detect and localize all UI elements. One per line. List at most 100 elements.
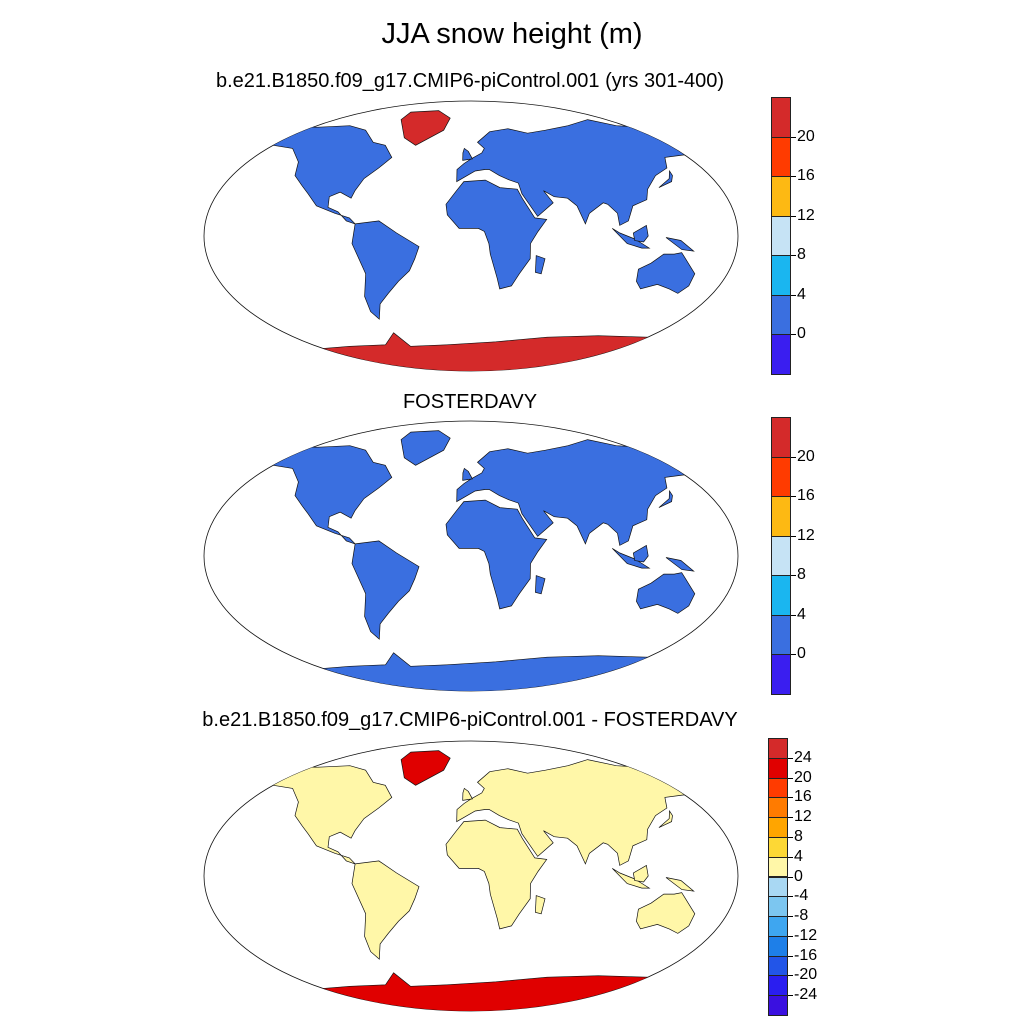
land-africa	[445, 499, 548, 610]
land-southAmerica	[351, 220, 420, 320]
colorbar-segment	[768, 995, 788, 1016]
colorbar-tick-mark	[788, 757, 793, 759]
colorbar-tick-mark	[788, 955, 793, 957]
colorbar-segment	[768, 916, 788, 937]
panel-1-colorbar: 20 16 12 8 4 0	[771, 97, 831, 375]
colorbar-segment	[768, 738, 788, 759]
land-britain	[462, 467, 473, 481]
land-indonesia	[612, 548, 651, 569]
land-africa	[445, 179, 548, 290]
colorbar-segment	[771, 255, 791, 296]
colorbar-segment	[771, 614, 791, 656]
colorbar-tick-label: -24	[794, 986, 818, 1004]
land-greenland	[400, 430, 451, 466]
land-eurasia	[456, 759, 704, 866]
panel-3-title: b.e21.B1850.f09_g17.CMIP6-piControl.001 …	[202, 709, 738, 731]
colorbar-tick-label: 20	[797, 447, 815, 465]
land-northAmerica	[252, 125, 393, 225]
colorbar-tick-label: 4	[797, 285, 806, 303]
land-northAmerica	[252, 765, 393, 865]
colorbar-tick-mark	[791, 294, 796, 296]
colorbar-segment	[771, 334, 791, 375]
land-australia	[636, 252, 696, 294]
colorbar-tick-mark	[788, 777, 793, 779]
colorbar-segment	[771, 417, 791, 458]
colorbar-tick-label: 4	[794, 847, 803, 865]
colorbar-tick-label: 20	[794, 768, 812, 786]
colorbar-tick-label: -4	[794, 887, 809, 905]
land-eurasia	[456, 439, 704, 546]
land-australia	[636, 892, 696, 934]
colorbar-tick-mark	[788, 916, 793, 918]
panel-2-map	[203, 420, 739, 692]
land-eurasia	[456, 119, 704, 226]
panel-1-map	[203, 100, 739, 372]
colorbar-tick-label: 16	[797, 167, 815, 185]
land-australia	[636, 572, 696, 614]
colorbar-segment	[768, 935, 788, 957]
colorbar-tick-mark	[791, 496, 796, 498]
colorbar-tick-label: 8	[797, 566, 806, 584]
colorbar-tick-mark	[788, 975, 793, 977]
colorbar-segment	[768, 955, 788, 977]
colorbar-tick-label: 20	[797, 127, 815, 145]
land-japan	[658, 169, 673, 188]
colorbar-tick-label: 0	[797, 325, 806, 343]
colorbar-tick-label: -16	[794, 946, 818, 964]
colorbar-tick-label: 16	[794, 788, 812, 806]
land-madagascar	[535, 895, 546, 915]
land-southAmerica	[351, 540, 420, 640]
panel-2-title: FOSTERDAVY	[402, 391, 538, 413]
land-indonesia	[612, 868, 651, 889]
land-madagascar	[535, 255, 546, 275]
land-newguinea	[665, 557, 695, 572]
colorbar-segment	[771, 97, 791, 138]
figure-title: JJA snow height (m)	[381, 18, 643, 50]
land-borneo	[632, 544, 649, 563]
land-africa	[445, 819, 548, 930]
colorbar-segment	[768, 975, 788, 997]
land-japan	[658, 489, 673, 508]
colorbar-tick-label: -8	[794, 907, 809, 925]
colorbar-segment	[771, 496, 791, 537]
land-northAmerica	[252, 445, 393, 545]
colorbar-tick-mark	[788, 876, 793, 878]
colorbar-tick-mark	[788, 817, 793, 819]
colorbar-tick-label: 16	[797, 487, 815, 505]
colorbar-tick-mark	[791, 176, 796, 178]
colorbar-tick-mark	[788, 995, 793, 997]
colorbar-tick-label: 0	[794, 867, 803, 885]
colorbar-segment	[768, 817, 788, 838]
colorbar-tick-label: 12	[794, 808, 812, 826]
colorbar-tick-label: 8	[794, 827, 803, 845]
colorbar-segment	[771, 136, 791, 178]
colorbar-tick-mark	[788, 836, 793, 838]
land-madagascar	[535, 575, 546, 595]
panel-2-colorbar: 20 16 12 8 4 0	[771, 417, 831, 695]
colorbar-segment	[768, 856, 788, 878]
colorbar-tick-mark	[791, 654, 796, 656]
colorbar-tick-label: 12	[797, 206, 815, 224]
colorbar-tick-mark	[788, 856, 793, 858]
colorbar-tick-label: -12	[794, 926, 818, 944]
colorbar-tick-mark	[791, 255, 796, 257]
colorbar-segment	[768, 777, 788, 799]
colorbar-tick-mark	[791, 575, 796, 577]
land-greenland	[400, 750, 451, 786]
colorbar-tick-mark	[791, 136, 796, 138]
colorbar-tick-mark	[791, 334, 796, 336]
colorbar-tick-mark	[791, 456, 796, 458]
land-britain	[462, 147, 473, 161]
colorbar-segment	[771, 654, 791, 695]
land-southAmerica	[351, 860, 420, 960]
colorbar-tick-mark	[791, 535, 796, 537]
colorbar-segment	[771, 456, 791, 498]
land-japan	[658, 809, 673, 828]
colorbar-segment	[771, 215, 791, 257]
colorbar-tick-label: 4	[797, 605, 806, 623]
colorbar-tick-mark	[788, 797, 793, 799]
colorbar-segment	[768, 757, 788, 779]
colorbar-tick-label: 0	[797, 645, 806, 663]
colorbar-segment	[771, 535, 791, 577]
colorbar-tick-mark	[791, 614, 796, 616]
